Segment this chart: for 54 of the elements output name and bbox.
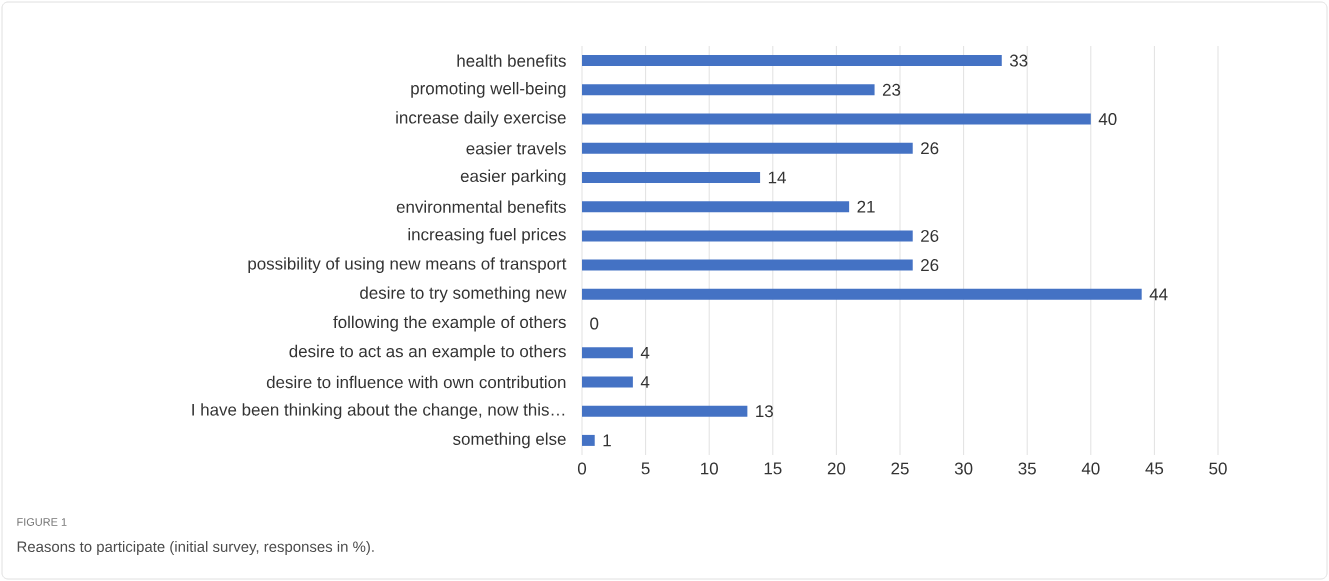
y-tick-label: increasing fuel prices bbox=[408, 228, 566, 244]
y-tick-label: desire to influence with own contribution bbox=[266, 375, 566, 389]
bar bbox=[582, 434, 595, 446]
y-tick-label: something else bbox=[453, 432, 566, 449]
bar bbox=[582, 405, 748, 417]
caption: FIGURE 1 bbox=[17, 518, 67, 526]
x-tick-label: 20 bbox=[827, 462, 846, 475]
x-tick-label: 50 bbox=[1209, 462, 1227, 475]
bar bbox=[582, 376, 633, 388]
y-tick-label: desire to act as an example to others bbox=[289, 344, 566, 361]
data-label: 26 bbox=[921, 259, 939, 272]
bar bbox=[582, 230, 913, 242]
data-label: 4 bbox=[640, 376, 650, 388]
data-label: 40 bbox=[1098, 113, 1117, 126]
y-tick-label: easier travels bbox=[466, 142, 566, 155]
bar bbox=[582, 171, 761, 183]
x-tick-label: 10 bbox=[701, 462, 718, 475]
y-tick-label: environmental benefits bbox=[396, 200, 566, 213]
data-label: 1 bbox=[603, 434, 611, 447]
data-label: 26 bbox=[921, 229, 939, 242]
bar bbox=[582, 113, 1091, 125]
data-label: 13 bbox=[756, 405, 773, 418]
x-tick-label: 5 bbox=[641, 462, 650, 475]
y-tick-label: health benefits bbox=[457, 54, 566, 67]
data-label: 23 bbox=[882, 83, 901, 96]
x-tick-label: 35 bbox=[1018, 462, 1036, 475]
y-tick-label: easier parking bbox=[460, 169, 566, 186]
bar bbox=[582, 201, 850, 213]
y-tick-label: increase daily exercise bbox=[396, 111, 566, 127]
text: Reasons to participate (initial survey, responses in %). bbox=[17, 541, 374, 555]
data-label: 14 bbox=[768, 171, 786, 184]
data-label: 26 bbox=[921, 142, 939, 155]
bar bbox=[582, 347, 633, 359]
data-label: 33 bbox=[1009, 54, 1028, 67]
x-tick-label: 45 bbox=[1145, 462, 1164, 475]
x-tick-label: 30 bbox=[954, 462, 973, 475]
data-label: 21 bbox=[857, 200, 875, 213]
bar bbox=[582, 142, 913, 154]
y-tick-label: desire to try something new bbox=[360, 286, 567, 303]
data-label: 0 bbox=[590, 317, 599, 330]
y-tick-label: following the example of others bbox=[333, 315, 566, 332]
bar bbox=[582, 259, 913, 271]
data-label: 4 bbox=[640, 346, 650, 359]
x-tick-label: 25 bbox=[891, 462, 909, 475]
bar bbox=[582, 55, 1002, 67]
y-tick-label: I have been thinking about the change, now this… bbox=[192, 403, 565, 420]
y-tick-label: possibility of using new means of transport bbox=[248, 257, 567, 274]
x-tick-label: 15 bbox=[764, 462, 782, 475]
bar bbox=[582, 84, 875, 96]
bar bbox=[582, 288, 1142, 300]
x-tick-label: 0 bbox=[577, 462, 587, 475]
y-tick-label: promoting well-being bbox=[411, 81, 566, 98]
x-tick-label: 40 bbox=[1081, 462, 1100, 475]
data-label: 44 bbox=[1149, 288, 1168, 301]
